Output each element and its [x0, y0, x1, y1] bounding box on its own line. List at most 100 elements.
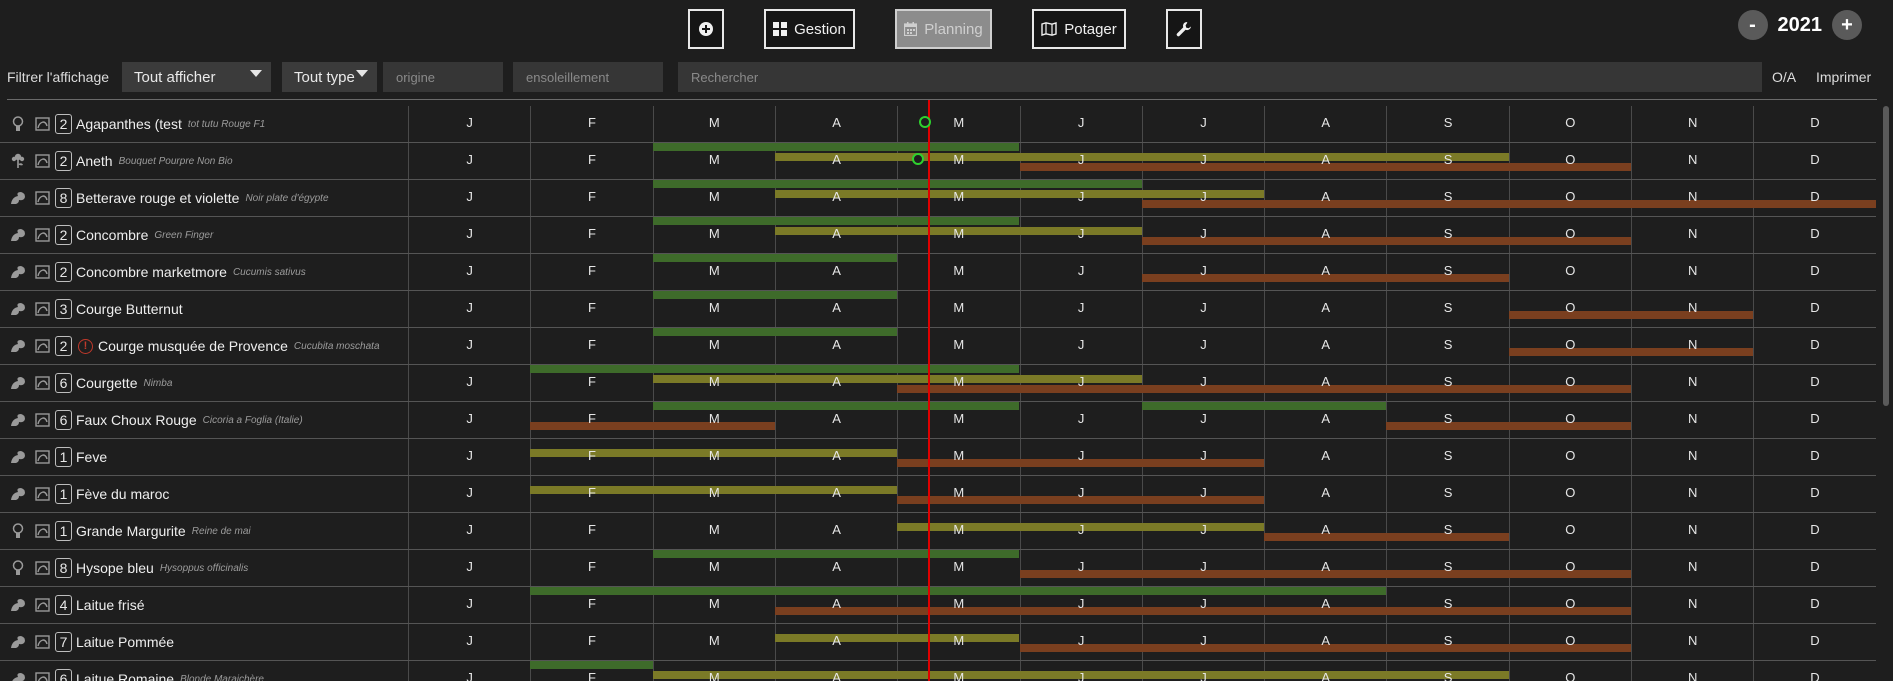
- month-cell[interactable]: J: [408, 328, 530, 364]
- month-cell[interactable]: J: [1019, 624, 1142, 660]
- harvest-period-bar[interactable]: [1141, 200, 1876, 208]
- plant-name-cell[interactable]: 4 Laitue frisé: [0, 587, 408, 623]
- plant-name-cell[interactable]: 1 Fève du maroc: [0, 476, 408, 512]
- month-cell[interactable]: D: [1753, 550, 1875, 586]
- month-cell[interactable]: J: [1141, 365, 1264, 401]
- month-cell[interactable]: A: [1264, 402, 1386, 438]
- month-cell[interactable]: S: [1386, 661, 1508, 681]
- month-cell[interactable]: M: [652, 180, 775, 216]
- month-cell[interactable]: J: [1019, 180, 1142, 216]
- plant-name-cell[interactable]: 6 Courgette Nimba: [0, 365, 408, 401]
- month-cell[interactable]: J: [408, 291, 530, 327]
- planting-period-bar[interactable]: [652, 671, 1509, 679]
- month-cell[interactable]: N: [1631, 217, 1753, 253]
- month-cell[interactable]: J: [1019, 328, 1142, 364]
- month-cell[interactable]: J: [1019, 106, 1142, 142]
- month-cell[interactable]: A: [774, 513, 897, 549]
- month-cell[interactable]: J: [1141, 550, 1264, 586]
- month-cell[interactable]: D: [1753, 402, 1875, 438]
- table-row[interactable]: 1 Grande Margurite Reine de mai J F M A M J J A S O N…: [0, 513, 1876, 550]
- month-cell[interactable]: D: [1753, 476, 1875, 512]
- plant-name-cell[interactable]: 6 Laitue Romaine Blonde Maraichère: [0, 661, 408, 681]
- month-cell[interactable]: J: [1019, 661, 1142, 681]
- planting-period-bar[interactable]: [774, 153, 1509, 161]
- month-cell[interactable]: J: [1141, 513, 1264, 549]
- month-cell[interactable]: N: [1631, 328, 1753, 364]
- month-cell[interactable]: F: [530, 624, 652, 660]
- sowing-period-bar[interactable]: [530, 365, 1020, 373]
- type-filter-select[interactable]: Tout type: [282, 62, 377, 92]
- month-cell[interactable]: N: [1631, 587, 1753, 623]
- month-cell[interactable]: S: [1386, 624, 1508, 660]
- month-cell[interactable]: S: [1386, 106, 1508, 142]
- month-cell[interactable]: M: [652, 513, 775, 549]
- plant-name-cell[interactable]: 7 Laitue Pommée: [0, 624, 408, 660]
- month-cell[interactable]: O: [1508, 106, 1631, 142]
- month-cell[interactable]: J: [408, 439, 530, 475]
- month-cell[interactable]: D: [1753, 624, 1875, 660]
- month-cell[interactable]: J: [1019, 402, 1142, 438]
- month-cell[interactable]: M: [897, 624, 1019, 660]
- month-cell[interactable]: O: [1508, 476, 1631, 512]
- month-cell[interactable]: S: [1386, 550, 1508, 586]
- month-cell[interactable]: F: [530, 365, 652, 401]
- month-cell[interactable]: F: [530, 587, 652, 623]
- month-cell[interactable]: A: [1264, 254, 1386, 290]
- sowing-period-bar[interactable]: [652, 328, 898, 336]
- month-cell[interactable]: A: [774, 217, 897, 253]
- month-cell[interactable]: A: [774, 254, 897, 290]
- month-cell[interactable]: F: [530, 402, 652, 438]
- month-cell[interactable]: A: [774, 476, 897, 512]
- month-cell[interactable]: O: [1508, 550, 1631, 586]
- table-row[interactable]: 2 Agapanthes (test tot tutu Rouge F1 J F M A M J…: [0, 106, 1876, 143]
- month-cell[interactable]: O: [1508, 328, 1631, 364]
- month-cell[interactable]: D: [1753, 254, 1875, 290]
- month-cell[interactable]: F: [530, 661, 652, 681]
- plant-name-cell[interactable]: 6 Faux Choux Rouge Cicoria a Foglia (Itali…: [0, 402, 408, 438]
- month-cell[interactable]: J: [1141, 476, 1264, 512]
- add-button[interactable]: [688, 9, 724, 49]
- month-cell[interactable]: A: [774, 365, 897, 401]
- month-cell[interactable]: J: [1141, 661, 1264, 681]
- month-cell[interactable]: J: [1141, 180, 1264, 216]
- month-cell[interactable]: S: [1386, 254, 1508, 290]
- plant-name-cell[interactable]: 8 Betterave rouge et violette Noir plate d…: [0, 180, 408, 216]
- harvest-period-bar[interactable]: [1386, 422, 1631, 430]
- month-cell[interactable]: M: [897, 106, 1019, 142]
- month-cell[interactable]: M: [652, 143, 775, 179]
- month-cell[interactable]: M: [897, 254, 1019, 290]
- sowing-period-bar[interactable]: [652, 402, 1020, 410]
- month-cell[interactable]: M: [897, 217, 1019, 253]
- month-cell[interactable]: S: [1386, 143, 1508, 179]
- display-filter-select[interactable]: Tout afficher: [122, 62, 271, 92]
- next-year-button[interactable]: +: [1832, 10, 1862, 40]
- month-cell[interactable]: M: [652, 587, 775, 623]
- month-cell[interactable]: M: [897, 291, 1019, 327]
- month-cell[interactable]: N: [1631, 439, 1753, 475]
- table-row[interactable]: 2 Aneth Bouquet Pourpre Non Bio J F M A M J J A S O N…: [0, 143, 1876, 180]
- month-cell[interactable]: A: [774, 661, 897, 681]
- month-cell[interactable]: J: [408, 180, 530, 216]
- current-date-marker[interactable]: [919, 116, 932, 129]
- month-cell[interactable]: A: [774, 106, 897, 142]
- month-cell[interactable]: D: [1753, 328, 1875, 364]
- month-cell[interactable]: N: [1631, 624, 1753, 660]
- plant-name-cell[interactable]: 2 Agapanthes (test tot tutu Rouge F1: [0, 106, 408, 142]
- plant-name-cell[interactable]: 3 Courge Butternut: [0, 291, 408, 327]
- month-cell[interactable]: O: [1508, 217, 1631, 253]
- month-cell[interactable]: O: [1508, 587, 1631, 623]
- oa-toggle[interactable]: O/A: [1772, 69, 1797, 85]
- month-cell[interactable]: J: [1141, 587, 1264, 623]
- sowing-period-bar[interactable]: [652, 180, 1142, 188]
- table-row[interactable]: 6 Faux Choux Rouge Cicoria a Foglia (Itali…: [0, 402, 1876, 439]
- origin-filter-input[interactable]: origine: [383, 62, 503, 92]
- month-cell[interactable]: M: [897, 587, 1019, 623]
- harvest-period-bar[interactable]: [1264, 533, 1509, 541]
- sun-exposure-filter-input[interactable]: ensoleillement: [513, 62, 663, 92]
- month-cell[interactable]: S: [1386, 365, 1508, 401]
- month-cell[interactable]: J: [1019, 476, 1142, 512]
- month-cell[interactable]: M: [652, 661, 775, 681]
- month-cell[interactable]: S: [1386, 402, 1508, 438]
- month-cell[interactable]: J: [1141, 143, 1264, 179]
- month-cell[interactable]: D: [1753, 180, 1875, 216]
